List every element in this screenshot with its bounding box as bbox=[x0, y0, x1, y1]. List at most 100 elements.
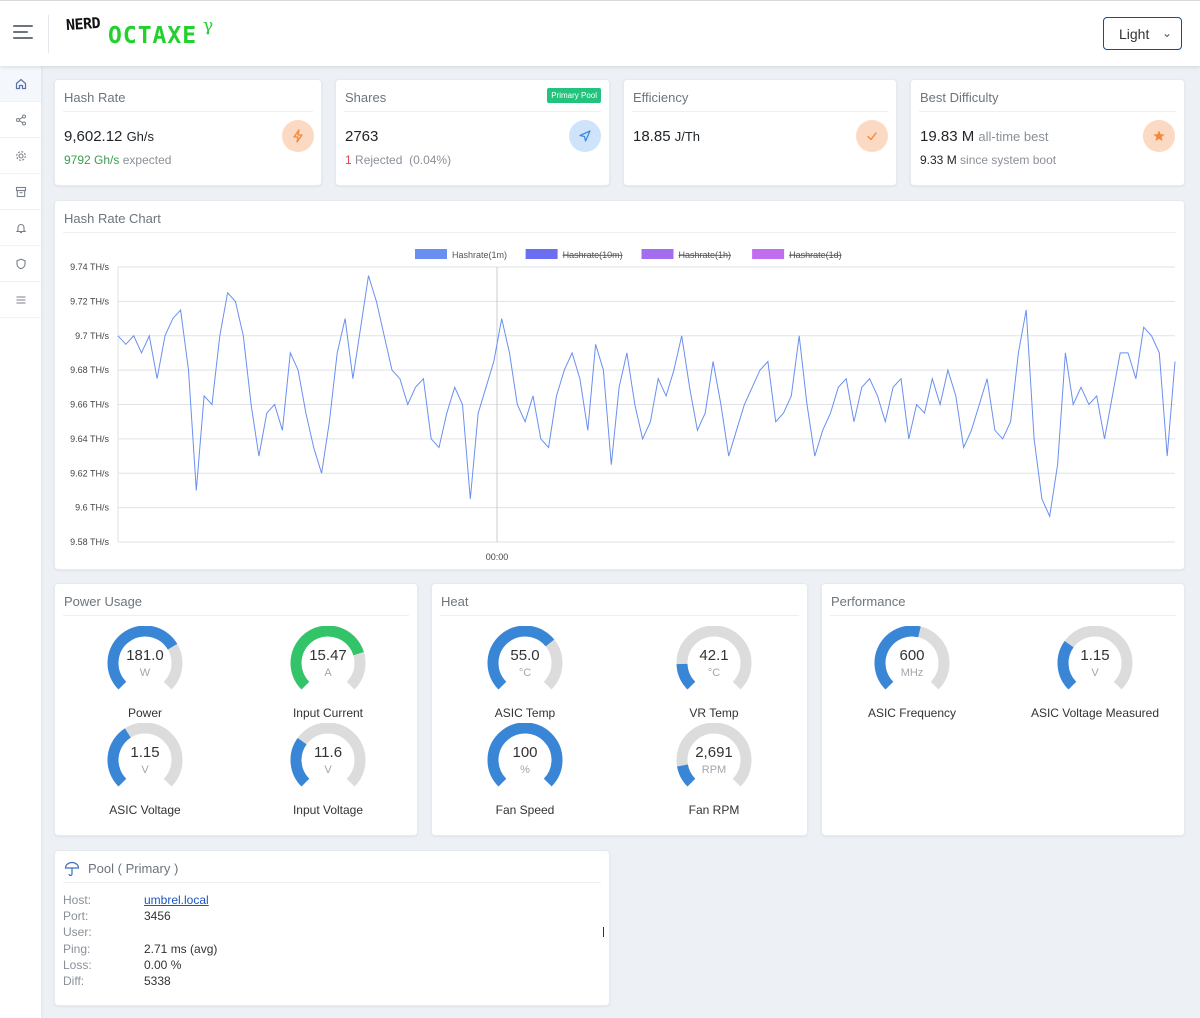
gauge-fill bbox=[487, 723, 563, 787]
lightning-icon bbox=[282, 120, 314, 152]
gauge-dial bbox=[874, 626, 950, 690]
legend-swatch bbox=[752, 249, 785, 259]
shares-rejected-count: 1 bbox=[345, 153, 352, 167]
pool-row-label: Ping: bbox=[63, 941, 91, 956]
legend-item[interactable]: Hashrate(1m) bbox=[415, 249, 507, 260]
gauge-unit: W bbox=[139, 667, 151, 679]
gauge-label: Input Current bbox=[292, 706, 364, 720]
top-bar: NERD OCTAXE γ Light ⌄ bbox=[0, 0, 1200, 66]
card-divider bbox=[63, 882, 601, 883]
primary-pool-badge: Primary Pool bbox=[547, 88, 601, 103]
legend-item[interactable]: Hashrate(10m) bbox=[525, 249, 623, 260]
card-divider bbox=[63, 232, 1176, 233]
gauge-value: 42.1 bbox=[699, 647, 729, 664]
gauge-label: ASIC Voltage bbox=[109, 803, 181, 817]
card-divider bbox=[440, 615, 799, 616]
performance-card-title: Performance bbox=[831, 594, 906, 609]
gauge-dial bbox=[1057, 626, 1133, 690]
logo[interactable]: NERD OCTAXE γ bbox=[65, 13, 236, 53]
gauge-value: 11.6 bbox=[313, 744, 343, 761]
difficulty-card: Best Difficulty 19.83 M all-time best 9.… bbox=[910, 79, 1185, 186]
text-cursor bbox=[603, 927, 604, 937]
gauge-label: ASIC Temp bbox=[494, 706, 556, 720]
bell-icon bbox=[15, 223, 26, 233]
legend-label: Hashrate(1d) bbox=[789, 250, 842, 260]
power-card-title: Power Usage bbox=[64, 594, 143, 609]
gauge-unit: °C bbox=[518, 667, 532, 679]
y-tick-label: 9.68 TH/s bbox=[70, 365, 109, 375]
shares-card: Shares Primary Pool 2763 1 Rejected (0.0… bbox=[335, 79, 610, 186]
shares-rejected-label: Rejected bbox=[355, 153, 403, 167]
hashrate-card-title: Hash Rate bbox=[64, 90, 126, 105]
gauge-input-voltage: 11.6 V Input Voltage bbox=[253, 723, 403, 817]
difficulty-card-title: Best Difficulty bbox=[920, 90, 999, 105]
efficiency-number: 18.85 bbox=[633, 128, 671, 145]
shares-rejected: 1 Rejected (0.04%) bbox=[345, 153, 451, 167]
gauge-fill bbox=[290, 737, 310, 787]
hashrate-card: Hash Rate 9,602.12 Gh/s 9792 Gh/s expect… bbox=[54, 79, 322, 186]
list-icon bbox=[16, 295, 25, 304]
chart-card-title: Hash Rate Chart bbox=[64, 211, 161, 226]
gauge-dial bbox=[107, 626, 183, 690]
gauge-fan-rpm: 2,691 RPM Fan RPM bbox=[639, 723, 789, 817]
difficulty-boot: 9.33 M since system boot bbox=[920, 153, 1056, 167]
hashrate-unit: Gh/s bbox=[126, 129, 155, 144]
pool-row-label: Port: bbox=[63, 909, 89, 924]
gauge-dial bbox=[676, 723, 752, 787]
gauge-label: Input Voltage bbox=[292, 803, 364, 817]
pool-row-value: 3456 bbox=[144, 909, 171, 924]
hashrate-chart-card: Hash Rate Chart Hashrate(1m) Hashrate(10m… bbox=[54, 200, 1185, 570]
pool-card: Pool ( Primary ) Host: umbrel.local Port: 3… bbox=[54, 850, 610, 1006]
gauge-fill bbox=[676, 663, 696, 690]
shield-icon bbox=[15, 258, 26, 269]
hashrate-value: 9,602.12 Gh/s bbox=[64, 128, 154, 145]
gauge-dial bbox=[487, 626, 563, 690]
legend-swatch bbox=[641, 249, 674, 259]
efficiency-unit: J/Th bbox=[674, 129, 701, 144]
card-divider bbox=[63, 111, 313, 112]
gauge-label: Fan RPM bbox=[688, 803, 740, 817]
sidebar-item-share[interactable] bbox=[0, 102, 41, 138]
legend-label: Hashrate(10m) bbox=[563, 250, 623, 260]
gauge-dial bbox=[290, 723, 366, 787]
gauge-unit: A bbox=[324, 667, 332, 679]
home-icon bbox=[15, 78, 26, 89]
legend-item[interactable]: Hashrate(1d) bbox=[752, 249, 842, 260]
gauge-value: 1.15 bbox=[130, 744, 160, 761]
logo-text-main: OCTAXE bbox=[108, 23, 198, 49]
sidebar-item-archive[interactable] bbox=[0, 174, 41, 210]
pool-host-link[interactable]: umbrel.local bbox=[144, 893, 209, 907]
gauge-asic-voltage-measured: 1.15 V ASIC Voltage Measured bbox=[1020, 626, 1170, 720]
theme-select[interactable]: Light ⌄ bbox=[1103, 17, 1182, 50]
check-icon bbox=[856, 120, 888, 152]
sidebar-item-security[interactable] bbox=[0, 246, 41, 282]
pool-row-label: Loss: bbox=[63, 957, 92, 972]
pool-row-value: 0.00 % bbox=[144, 957, 182, 972]
gauge-dial bbox=[107, 723, 183, 787]
y-tick-label: 9.58 TH/s bbox=[70, 537, 109, 547]
difficulty-boot-label: since system boot bbox=[960, 153, 1057, 167]
legend-item[interactable]: Hashrate(1h) bbox=[641, 249, 732, 260]
logo-text-top: NERD bbox=[65, 13, 101, 35]
gauge-asic-voltage: 1.15 V ASIC Voltage bbox=[70, 723, 220, 817]
sidebar-item-notifications[interactable] bbox=[0, 210, 41, 246]
series-line-hashrate-1m bbox=[117, 275, 1176, 518]
difficulty-value: 19.83 M all-time best bbox=[920, 128, 1048, 145]
hashrate-expected-unit: Gh/s bbox=[94, 153, 120, 167]
sidebar-item-logs[interactable] bbox=[0, 282, 41, 318]
gauge-value: 181.0 bbox=[126, 647, 164, 664]
gauge-label: ASIC Voltage Measured bbox=[1030, 706, 1160, 720]
performance-card: Performance 600 MHz ASIC Frequency 1.15 V AS… bbox=[821, 583, 1185, 836]
hashrate-number: 9,602.12 bbox=[64, 128, 123, 145]
menu-toggle-button[interactable] bbox=[10, 21, 36, 45]
gauge-fill bbox=[487, 626, 555, 690]
gauge-input-current: 15.47 A Input Current bbox=[253, 626, 403, 720]
pool-row-value: 5338 bbox=[144, 974, 171, 988]
legend-swatch bbox=[525, 249, 558, 259]
shares-card-title: Shares bbox=[345, 90, 387, 105]
gauge-fill bbox=[874, 626, 921, 690]
sidebar-item-settings[interactable] bbox=[0, 138, 41, 174]
gauge-value: 15.47 bbox=[309, 647, 347, 664]
sidebar-item-home[interactable] bbox=[0, 66, 41, 102]
send-icon bbox=[569, 120, 601, 152]
